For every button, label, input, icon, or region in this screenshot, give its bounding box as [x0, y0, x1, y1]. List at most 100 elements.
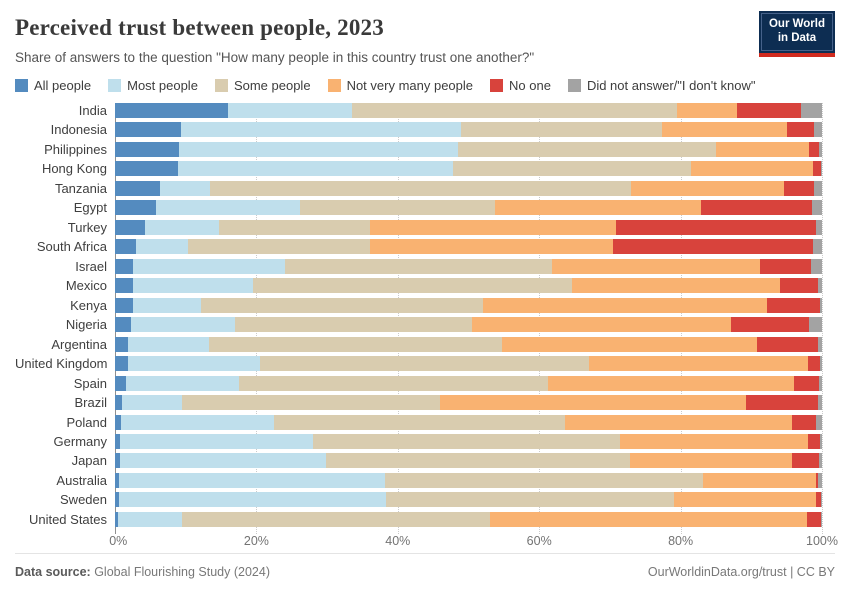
bar-segment-most-people[interactable] — [132, 278, 253, 294]
country-label[interactable]: Argentina — [51, 336, 107, 352]
bar-segment-did-not-answer[interactable] — [818, 395, 822, 411]
bar-segment-most-people[interactable] — [128, 356, 260, 372]
bar-segment-all-people[interactable] — [115, 258, 133, 274]
country-label[interactable]: Turkey — [67, 219, 107, 235]
bar-segment-all-people[interactable] — [115, 219, 145, 235]
bar-segment-some-people[interactable] — [182, 511, 490, 527]
bar-segment-not-very-many-people[interactable] — [370, 219, 617, 235]
bar-segment-not-very-many-people[interactable] — [620, 433, 808, 449]
country-bar[interactable] — [115, 317, 822, 333]
country-bar[interactable] — [115, 414, 822, 430]
legend-item-all-people[interactable]: All people — [15, 78, 91, 93]
bar-segment-some-people[interactable] — [284, 258, 552, 274]
bar-segment-all-people[interactable] — [115, 511, 118, 527]
bar-segment-some-people[interactable] — [351, 103, 678, 118]
bar-segment-not-very-many-people[interactable] — [502, 336, 757, 352]
legend-item-no-one[interactable]: No one — [490, 78, 551, 93]
country-bar[interactable] — [115, 161, 822, 177]
bar-segment-all-people[interactable] — [115, 336, 128, 352]
bar-segment-not-very-many-people[interactable] — [489, 511, 808, 527]
country-bar[interactable] — [115, 122, 822, 138]
bar-segment-no-one[interactable] — [807, 356, 820, 372]
bar-segment-did-not-answer[interactable] — [810, 258, 822, 274]
bar-segment-some-people[interactable] — [457, 141, 716, 157]
bar-segment-did-not-answer[interactable] — [821, 511, 822, 527]
bar-segment-some-people[interactable] — [299, 200, 495, 216]
bar-segment-did-not-answer[interactable] — [820, 492, 822, 508]
legend-item-some-people[interactable]: Some people — [214, 78, 311, 93]
bar-segment-did-not-answer[interactable] — [819, 453, 822, 469]
bar-segment-no-one[interactable] — [613, 239, 813, 255]
owid-logo[interactable]: Our World in Data — [758, 11, 835, 57]
country-label[interactable]: Spain — [73, 375, 107, 391]
bar-segment-some-people[interactable] — [325, 453, 631, 469]
bar-segment-no-one[interactable] — [701, 200, 813, 216]
bar-segment-not-very-many-people[interactable] — [472, 317, 732, 333]
bar-segment-all-people[interactable] — [115, 239, 137, 255]
country-label[interactable]: Poland — [66, 414, 107, 430]
footer-license-link[interactable]: OurWorldinData.org/trust | CC BY — [647, 565, 835, 579]
bar-segment-did-not-answer[interactable] — [819, 375, 822, 391]
bar-segment-most-people[interactable] — [127, 336, 210, 352]
bar-segment-did-not-answer[interactable] — [812, 239, 822, 255]
legend-item-not-very-many-people[interactable]: Not very many people — [327, 78, 473, 93]
bar-segment-all-people[interactable] — [115, 453, 120, 469]
country-bar[interactable] — [115, 375, 822, 391]
country-bar[interactable] — [115, 103, 822, 118]
country-bar[interactable] — [115, 219, 822, 235]
bar-segment-some-people[interactable] — [452, 161, 692, 177]
bar-segment-did-not-answer[interactable] — [812, 200, 822, 216]
bar-segment-not-very-many-people[interactable] — [494, 200, 702, 216]
bar-segment-no-one[interactable] — [816, 472, 819, 488]
country-label[interactable]: Brazil — [74, 395, 107, 411]
country-label[interactable]: United States — [28, 511, 107, 527]
bar-segment-all-people[interactable] — [115, 395, 123, 411]
country-bar[interactable] — [115, 141, 822, 157]
bar-segment-all-people[interactable] — [115, 317, 132, 333]
bar-segment-all-people[interactable] — [115, 103, 229, 118]
country-bar[interactable] — [115, 180, 822, 196]
bar-segment-not-very-many-people[interactable] — [565, 414, 793, 430]
country-label[interactable]: Sweden — [60, 492, 107, 508]
bar-segment-some-people[interactable] — [274, 414, 566, 430]
bar-segment-all-people[interactable] — [115, 278, 133, 294]
country-bar[interactable] — [115, 453, 822, 469]
bar-segment-some-people[interactable] — [385, 492, 675, 508]
country-bar[interactable] — [115, 239, 822, 255]
bar-segment-did-not-answer[interactable] — [819, 297, 822, 313]
bar-segment-most-people[interactable] — [136, 239, 188, 255]
bar-segment-most-people[interactable] — [125, 375, 239, 391]
bar-segment-did-not-answer[interactable] — [814, 122, 822, 138]
bar-segment-some-people[interactable] — [461, 122, 662, 138]
bar-segment-no-one[interactable] — [783, 180, 815, 196]
country-bar[interactable] — [115, 433, 822, 449]
bar-segment-most-people[interactable] — [228, 103, 352, 118]
bar-segment-all-people[interactable] — [115, 200, 156, 216]
bar-segment-some-people[interactable] — [259, 356, 589, 372]
bar-segment-most-people[interactable] — [177, 161, 453, 177]
legend-item-most-people[interactable]: Most people — [108, 78, 198, 93]
bar-segment-all-people[interactable] — [115, 297, 133, 313]
bar-segment-all-people[interactable] — [115, 161, 178, 177]
country-bar[interactable] — [115, 472, 822, 488]
country-bar[interactable] — [115, 395, 822, 411]
bar-segment-not-very-many-people[interactable] — [551, 258, 760, 274]
bar-segment-not-very-many-people[interactable] — [369, 239, 614, 255]
country-bar[interactable] — [115, 200, 822, 216]
bar-segment-some-people[interactable] — [209, 336, 503, 352]
bar-segment-some-people[interactable] — [238, 375, 548, 391]
bar-segment-no-one[interactable] — [779, 278, 818, 294]
bar-segment-most-people[interactable] — [132, 258, 285, 274]
bar-segment-no-one[interactable] — [756, 336, 818, 352]
bar-segment-most-people[interactable] — [159, 180, 211, 196]
country-label[interactable]: Nigeria — [65, 317, 107, 333]
bar-segment-did-not-answer[interactable] — [819, 141, 822, 157]
country-label[interactable]: South Africa — [36, 239, 107, 255]
bar-segment-no-one[interactable] — [807, 511, 822, 527]
bar-segment-did-not-answer[interactable] — [820, 161, 822, 177]
bar-segment-some-people[interactable] — [210, 180, 632, 196]
country-bar[interactable] — [115, 356, 822, 372]
bar-segment-not-very-many-people[interactable] — [482, 297, 767, 313]
bar-segment-all-people[interactable] — [115, 492, 119, 508]
bar-segment-some-people[interactable] — [182, 395, 440, 411]
